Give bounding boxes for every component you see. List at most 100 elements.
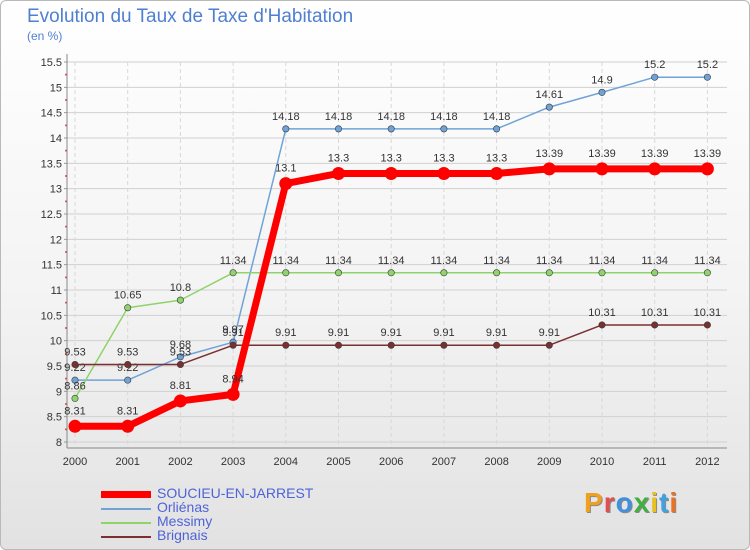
x-tick-label: 2003: [221, 456, 245, 468]
legend-swatch: [101, 522, 151, 524]
y-tick-label: 14: [50, 133, 62, 145]
data-point: [332, 166, 345, 180]
data-point: [176, 360, 184, 368]
y-tick-label: 12.5: [41, 209, 62, 221]
data-point: [703, 321, 711, 329]
logo-letter: P: [584, 487, 604, 518]
data-label: 9.91: [222, 327, 243, 339]
legend-label: SOUCIEU-EN-JARREST: [157, 485, 314, 501]
legend-swatch: [101, 508, 151, 510]
data-label: 9.91: [433, 327, 454, 339]
x-tick-label: 2006: [379, 456, 403, 468]
data-label: 13.1: [275, 163, 296, 175]
data-label: 13.39: [536, 148, 564, 160]
data-label: 9.91: [328, 327, 349, 339]
data-label: 8.31: [64, 405, 85, 417]
data-point: [493, 269, 501, 277]
data-point: [703, 269, 711, 277]
legend-label: Brignais: [157, 527, 208, 543]
data-point: [440, 125, 448, 133]
legend-swatch: [101, 536, 151, 538]
data-point: [493, 341, 501, 349]
x-tick-label: 2008: [484, 456, 508, 468]
data-point: [440, 341, 448, 349]
data-point: [384, 166, 398, 180]
data-point: [440, 269, 448, 277]
y-tick-label: 10.5: [41, 310, 62, 322]
data-point: [229, 341, 237, 349]
logo-letter: o: [615, 487, 634, 518]
data-label: 11.34: [483, 255, 510, 267]
data-point: [124, 376, 132, 384]
data-point: [595, 162, 609, 176]
data-label: 9.68: [170, 339, 191, 351]
data-point: [651, 73, 659, 81]
data-point: [387, 269, 395, 277]
data-label: 9.53: [170, 346, 191, 358]
chart-title: Evolution du Taux de Taxe d'Habitation: [27, 6, 354, 27]
data-label: 9.97: [222, 324, 243, 336]
y-tick-label: 15: [50, 82, 62, 94]
legend-label: Orliénas: [157, 499, 210, 515]
logo-letter: i: [650, 487, 660, 518]
data-label: 11.34: [536, 255, 563, 267]
data-point: [648, 162, 662, 176]
x-tick-label: 2007: [432, 456, 456, 468]
data-label: 10.31: [588, 307, 616, 319]
data-label: 8.94: [222, 373, 243, 385]
logo-letter: r: [603, 487, 616, 518]
data-point: [124, 360, 132, 368]
data-point: [598, 321, 606, 329]
data-point: [173, 394, 187, 408]
x-tick-label: 2011: [643, 456, 667, 468]
data-point: [598, 88, 606, 96]
data-point: [542, 162, 556, 176]
data-label: 13.39: [588, 148, 616, 160]
data-label: 14.9: [591, 74, 612, 86]
data-label: 9.91: [486, 327, 507, 339]
y-tick-label: 8: [56, 437, 62, 449]
data-point: [176, 353, 184, 361]
data-label: 9.53: [64, 346, 85, 358]
data-point: [279, 177, 293, 191]
data-point: [334, 269, 342, 277]
data-point: [229, 269, 237, 277]
data-point: [71, 360, 79, 368]
data-point: [545, 269, 553, 277]
data-label: 9.53: [117, 346, 138, 358]
x-tick-label: 2001: [115, 456, 139, 468]
data-label: 10.65: [114, 290, 142, 302]
proxiti-logo: Proxiti: [584, 487, 678, 519]
data-label: 14.61: [536, 89, 564, 101]
data-label: 15.2: [644, 59, 665, 71]
data-label: 10.8: [170, 282, 191, 294]
data-label: 11.34: [641, 255, 668, 267]
x-tick-label: 2000: [63, 456, 87, 468]
data-label: 13.3: [328, 152, 349, 164]
data-point: [651, 269, 659, 277]
data-label: 13.3: [380, 152, 401, 164]
legend-swatch: [101, 491, 151, 498]
x-tick-label: 2010: [590, 456, 614, 468]
data-label: 11.34: [220, 255, 247, 267]
data-point: [68, 419, 82, 433]
data-point: [124, 304, 132, 312]
y-tick-label: 12: [50, 234, 62, 246]
data-point: [282, 341, 290, 349]
data-label: 8.81: [170, 380, 191, 392]
data-point: [334, 125, 342, 133]
data-point: [226, 387, 240, 401]
data-point: [176, 296, 184, 304]
data-label: 8.31: [117, 405, 138, 417]
data-point: [121, 419, 135, 433]
data-point: [387, 341, 395, 349]
data-label: 14.18: [483, 111, 511, 123]
data-point: [282, 125, 290, 133]
data-label: 13.39: [694, 148, 722, 160]
data-label: 13.39: [641, 148, 669, 160]
x-tick-label: 2012: [695, 456, 719, 468]
y-tick-label: 13: [50, 184, 62, 196]
legend-label: Messimy: [157, 513, 213, 529]
data-label: 8.86: [64, 380, 85, 392]
data-point: [71, 376, 79, 384]
